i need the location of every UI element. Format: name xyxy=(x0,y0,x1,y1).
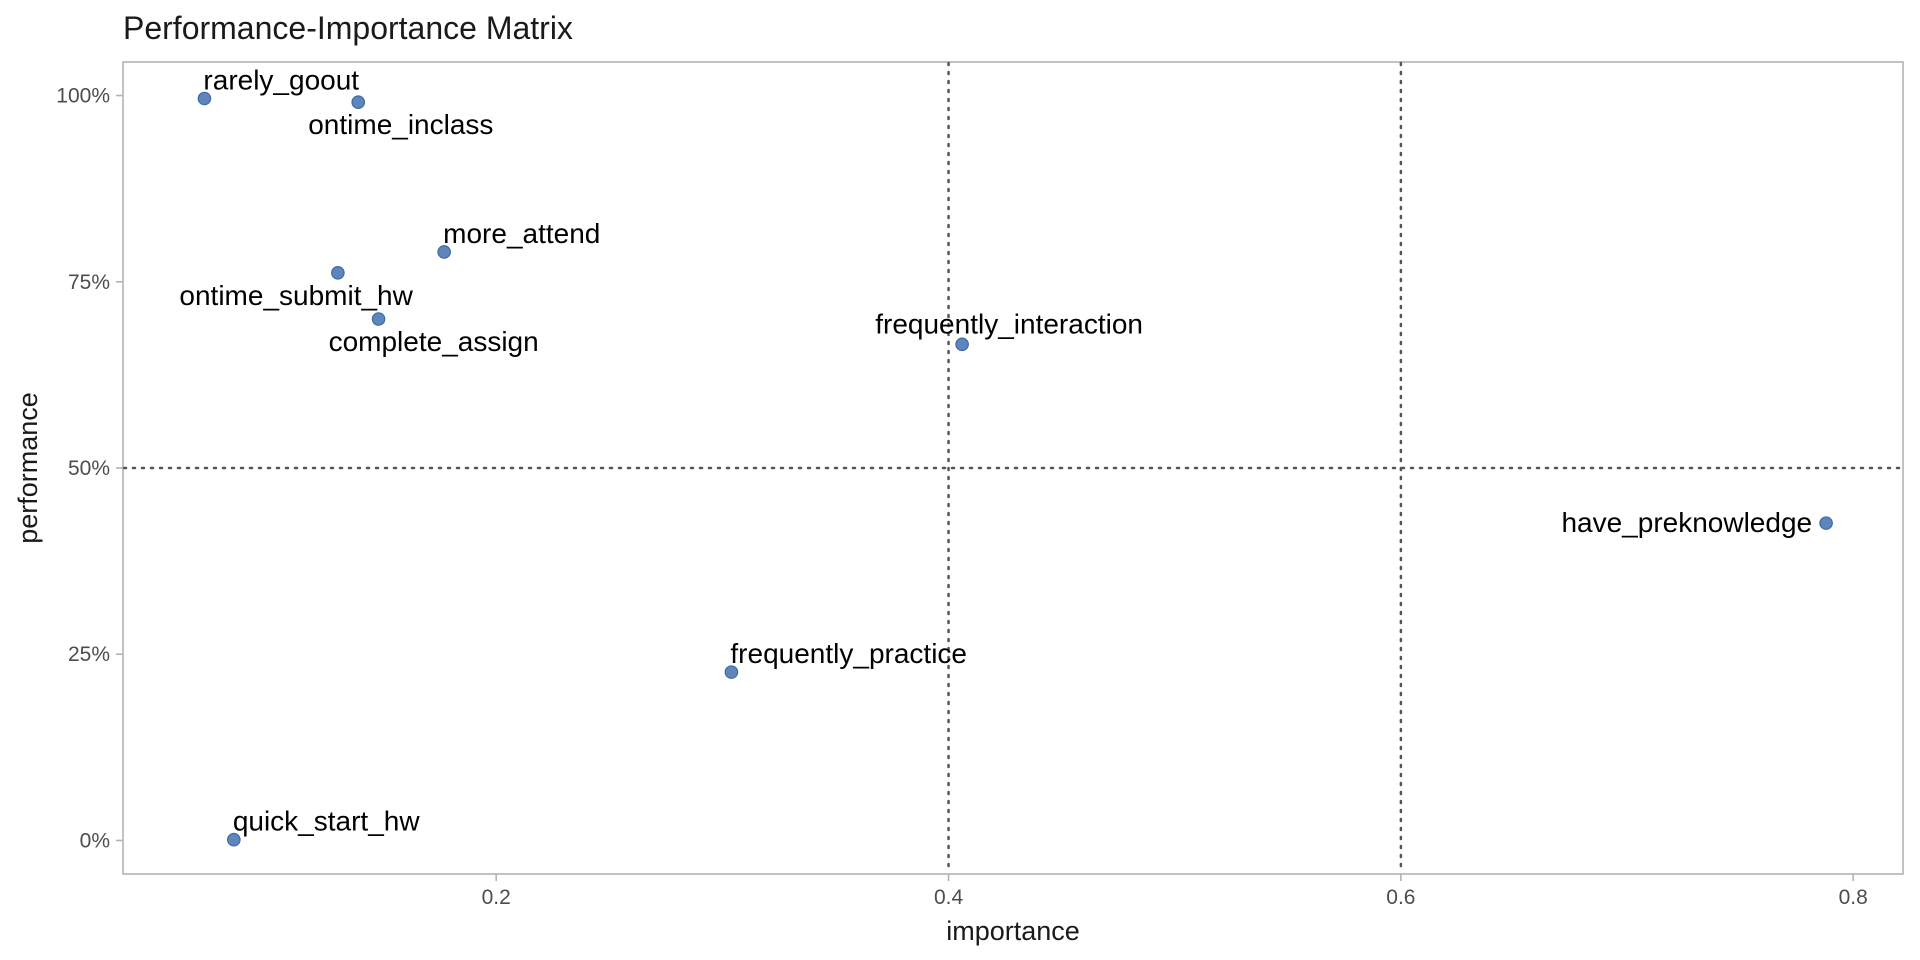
point-label: more_attend xyxy=(443,218,600,249)
y-axis-title: performance xyxy=(13,392,43,544)
data-point-frequently-practice xyxy=(724,665,739,679)
point-label: rarely_goout xyxy=(203,65,359,96)
x-axis: 0.2 0.4 0.6 0.8 xyxy=(482,874,1868,909)
y-tick-label: 0% xyxy=(80,829,110,852)
point-label: frequently_practice xyxy=(730,638,967,669)
x-tick-label: 0.2 xyxy=(482,886,511,909)
reference-lines xyxy=(122,61,1904,875)
data-point-ontime-submit-hw xyxy=(331,266,345,280)
y-tick-label: 100% xyxy=(56,85,110,108)
point-label: have_preknowledge xyxy=(1561,507,1812,538)
data-points xyxy=(197,91,1833,847)
point-label: ontime_inclass xyxy=(308,109,493,140)
y-tick-label: 75% xyxy=(68,271,110,294)
data-point-complete-assign xyxy=(371,312,386,326)
data-point-rarely-goout xyxy=(197,91,212,106)
x-axis-title: importance xyxy=(946,916,1080,946)
point-label: quick_start_hw xyxy=(233,806,421,837)
point-labels: rarely_goout ontime_inclass more_attendont… xyxy=(179,65,1812,837)
point-label: ontime_submit_hw xyxy=(179,280,413,311)
x-tick-label: 0.6 xyxy=(1386,886,1415,909)
y-axis: 0% 25% 50% 75% 100% xyxy=(56,85,123,852)
point-label: complete_assign xyxy=(329,326,539,357)
data-point-quick-start-hw xyxy=(227,832,241,847)
chart-title: Performance-Importance Matrix xyxy=(123,10,573,46)
x-tick-label: 0.4 xyxy=(934,886,964,909)
point-label: frequently_interaction xyxy=(875,308,1143,339)
data-point-ontime-inclass xyxy=(351,95,366,110)
data-point-have-preknowledge xyxy=(1819,516,1833,530)
y-tick-label: 50% xyxy=(68,457,110,480)
y-tick-label: 25% xyxy=(68,643,110,666)
data-point-more-attend xyxy=(437,245,451,259)
x-tick-label: 0.8 xyxy=(1839,886,1868,909)
data-point-frequently-interaction xyxy=(955,337,969,352)
